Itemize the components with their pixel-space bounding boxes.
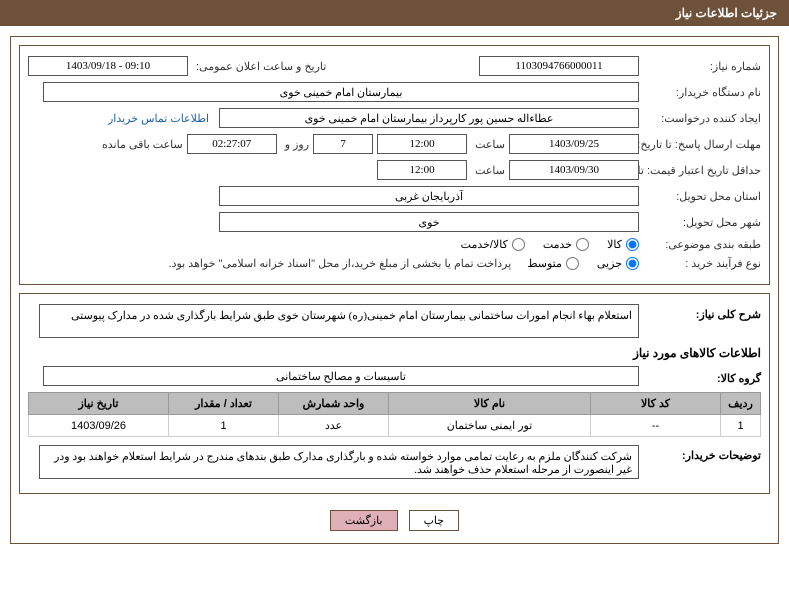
- cell-code: --: [591, 415, 721, 437]
- requester-label: ایجاد کننده درخواست:: [643, 112, 761, 125]
- th-qty: تعداد / مقدار: [169, 393, 279, 415]
- radio-goods[interactable]: [626, 238, 639, 251]
- announce-field[interactable]: [28, 56, 188, 76]
- need-no-label: شماره نیاز:: [643, 60, 761, 73]
- radio-service[interactable]: [576, 238, 589, 251]
- time-remaining[interactable]: [187, 134, 277, 154]
- radio-medium[interactable]: [566, 257, 579, 270]
- time-label-2: ساعت: [471, 164, 505, 177]
- remaining-label: ساعت باقی مانده: [98, 138, 183, 151]
- need-no-field[interactable]: [479, 56, 639, 76]
- valid-until-label: حداقل تاریخ اعتبار قیمت: تا تاریخ:: [643, 164, 761, 177]
- province-field[interactable]: [219, 186, 639, 206]
- days-label: روز و: [281, 138, 309, 151]
- radio-goods-label[interactable]: کالا: [607, 238, 639, 251]
- city-label: شهر محل تحویل:: [643, 216, 761, 229]
- th-unit: واحد شمارش: [279, 393, 389, 415]
- goods-table: ردیف کد کالا نام کالا واحد شمارش تعداد /…: [28, 392, 761, 437]
- table-row: 1 -- تور ایمنی ساختمان عدد 1 1403/09/26: [29, 415, 761, 437]
- cell-date: 1403/09/26: [29, 415, 169, 437]
- cell-idx: 1: [721, 415, 761, 437]
- th-date: تاریخ نیاز: [29, 393, 169, 415]
- deadline-send-label: مهلت ارسال پاسخ: تا تاریخ:: [643, 138, 761, 151]
- goods-group-field[interactable]: [43, 366, 639, 386]
- row-buyer-notes: توضیحات خریدار:: [28, 445, 761, 479]
- radio-goods-service[interactable]: [512, 238, 525, 251]
- table-header-row: ردیف کد کالا نام کالا واحد شمارش تعداد /…: [29, 393, 761, 415]
- row-subject-class: طبقه بندی موضوعی: کالا خدمت کالا/خدمت: [28, 238, 761, 251]
- time-label-1: ساعت: [471, 138, 505, 151]
- row-requester: ایجاد کننده درخواست: اطلاعات تماس خریدار: [28, 108, 761, 128]
- days-remaining[interactable]: [313, 134, 373, 154]
- purchase-note: پرداخت تمام یا بخشی از مبلغ خرید،از محل …: [169, 257, 512, 270]
- deadline-send-date[interactable]: [509, 134, 639, 154]
- row-overall-desc: شرح کلی نیاز:: [28, 304, 761, 338]
- province-label: استان محل تحویل:: [643, 190, 761, 203]
- goods-group-label: گروه کالا:: [643, 368, 761, 385]
- row-goods-group: گروه کالا:: [28, 366, 761, 386]
- row-need-number: شماره نیاز: تاریخ و ساعت اعلان عمومی:: [28, 56, 761, 76]
- button-row: چاپ بازگشت: [19, 502, 770, 535]
- cell-qty: 1: [169, 415, 279, 437]
- cell-unit: عدد: [279, 415, 389, 437]
- buyer-org-field[interactable]: [43, 82, 639, 102]
- overall-desc-label: شرح کلی نیاز:: [643, 304, 761, 321]
- valid-until-time[interactable]: [377, 160, 467, 180]
- overall-desc-field[interactable]: [39, 304, 639, 338]
- th-name: نام کالا: [389, 393, 591, 415]
- buyer-notes-label: توضیحات خریدار:: [643, 445, 761, 462]
- print-button[interactable]: چاپ: [409, 510, 460, 531]
- radio-partial-label[interactable]: جزیی: [597, 257, 639, 270]
- radio-partial[interactable]: [626, 257, 639, 270]
- details-box: شماره نیاز: تاریخ و ساعت اعلان عمومی: نا…: [19, 45, 770, 285]
- row-province: استان محل تحویل:: [28, 186, 761, 206]
- buyer-notes-field[interactable]: [39, 445, 639, 479]
- back-button[interactable]: بازگشت: [330, 510, 398, 531]
- purchase-type-label: نوع فرآیند خرید :: [643, 257, 761, 270]
- row-city: شهر محل تحویل:: [28, 212, 761, 232]
- buyer-org-label: نام دستگاه خریدار:: [643, 86, 761, 99]
- radio-medium-label[interactable]: متوسط: [527, 257, 579, 270]
- row-deadline-send: مهلت ارسال پاسخ: تا تاریخ: ساعت روز و سا…: [28, 134, 761, 154]
- deadline-send-time[interactable]: [377, 134, 467, 154]
- valid-until-date[interactable]: [509, 160, 639, 180]
- row-valid-until: حداقل تاریخ اعتبار قیمت: تا تاریخ: ساعت: [28, 160, 761, 180]
- th-idx: ردیف: [721, 393, 761, 415]
- page-title: جزئیات اطلاعات نیاز: [0, 0, 789, 26]
- goods-info-title: اطلاعات کالاهای مورد نیاز: [28, 346, 761, 360]
- subject-class-label: طبقه بندی موضوعی:: [643, 238, 761, 251]
- main-panel: شماره نیاز: تاریخ و ساعت اعلان عمومی: نا…: [10, 36, 779, 544]
- radio-goods-service-label[interactable]: کالا/خدمت: [461, 238, 525, 251]
- row-purchase-type: نوع فرآیند خرید : جزیی متوسط پرداخت تمام…: [28, 257, 761, 270]
- description-box: شرح کلی نیاز: اطلاعات کالاهای مورد نیاز …: [19, 293, 770, 494]
- radio-service-label[interactable]: خدمت: [543, 238, 589, 251]
- row-buyer-org: نام دستگاه خریدار:: [28, 82, 761, 102]
- th-code: کد کالا: [591, 393, 721, 415]
- city-field[interactable]: [219, 212, 639, 232]
- cell-name: تور ایمنی ساختمان: [389, 415, 591, 437]
- subject-class-radios: کالا خدمت کالا/خدمت: [461, 238, 639, 251]
- announce-label: تاریخ و ساعت اعلان عمومی:: [192, 60, 326, 73]
- contact-buyer-link[interactable]: اطلاعات تماس خریدار: [108, 112, 209, 125]
- purchase-type-radios: جزیی متوسط: [527, 257, 639, 270]
- requester-field[interactable]: [219, 108, 639, 128]
